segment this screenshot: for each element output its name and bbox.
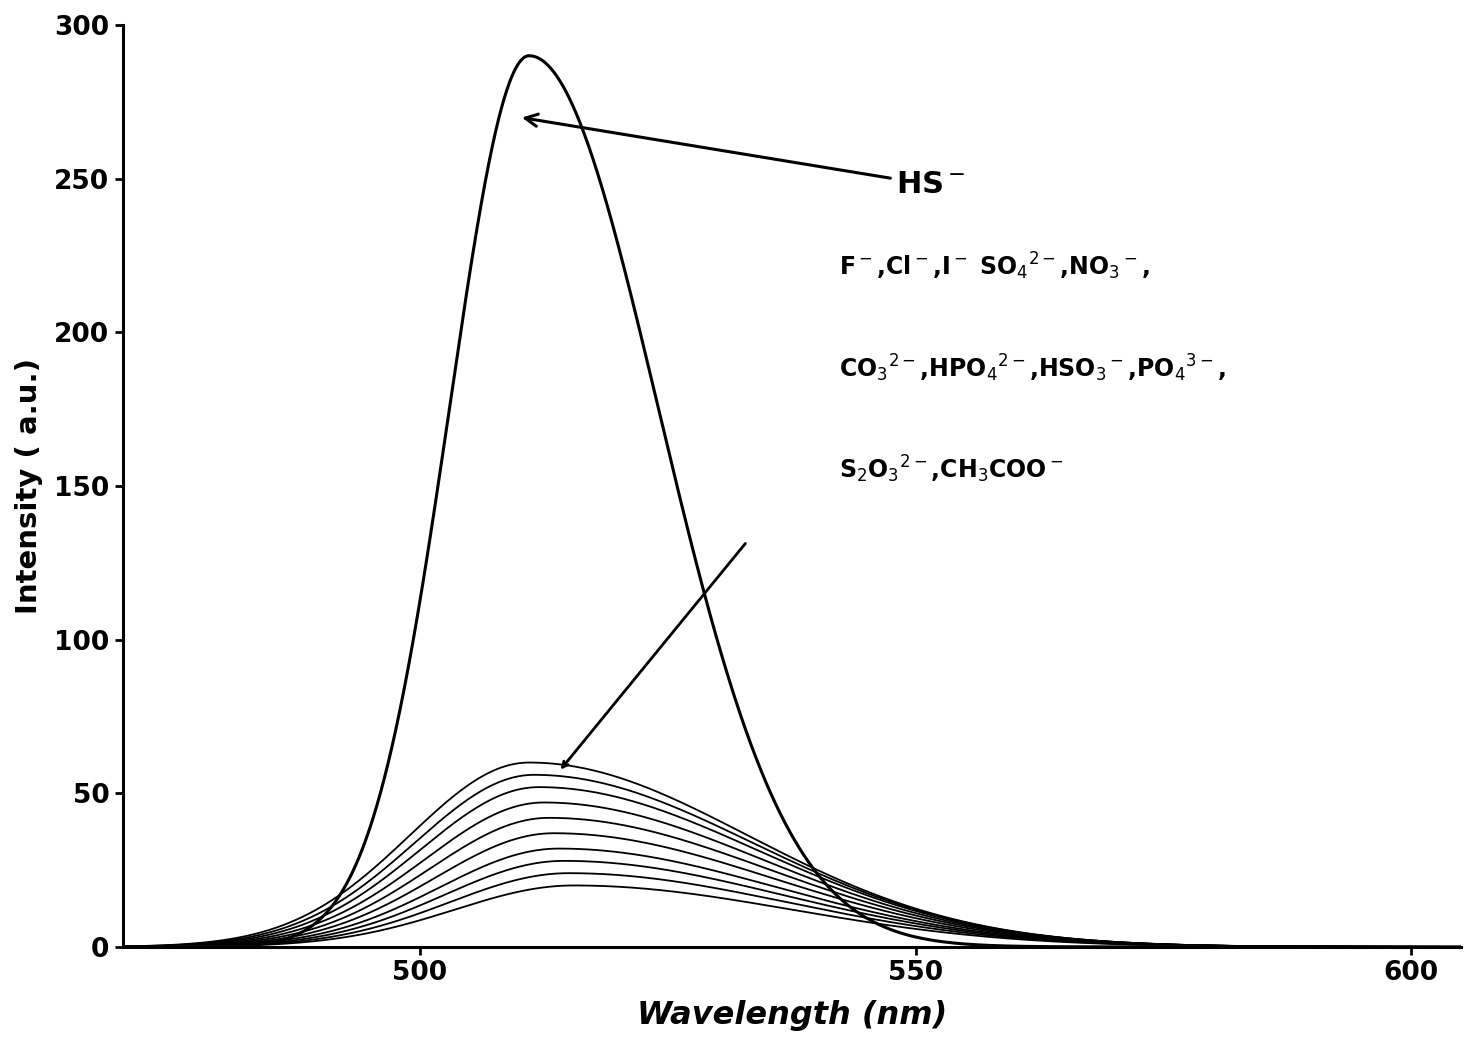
Text: HS$^-$: HS$^-$: [525, 114, 965, 200]
Y-axis label: Intensity ( a.u.): Intensity ( a.u.): [15, 358, 43, 614]
Text: F$^-$,Cl$^-$,I$^-$ SO$_4$$^{2-}$,NO$_3$$^-$,: F$^-$,Cl$^-$,I$^-$ SO$_4$$^{2-}$,NO$_3$$…: [838, 251, 1150, 282]
Text: S$_2$O$_3$$^{2-}$,CH$_3$COO$^-$: S$_2$O$_3$$^{2-}$,CH$_3$COO$^-$: [838, 454, 1063, 485]
Text: CO$_3$$^{2-}$,HPO$_4$$^{2-}$,HSO$_3$$^-$,PO$_4$$^{3-}$,: CO$_3$$^{2-}$,HPO$_4$$^{2-}$,HSO$_3$$^-$…: [838, 353, 1225, 384]
X-axis label: Wavelength (nm): Wavelength (nm): [636, 1000, 948, 1031]
